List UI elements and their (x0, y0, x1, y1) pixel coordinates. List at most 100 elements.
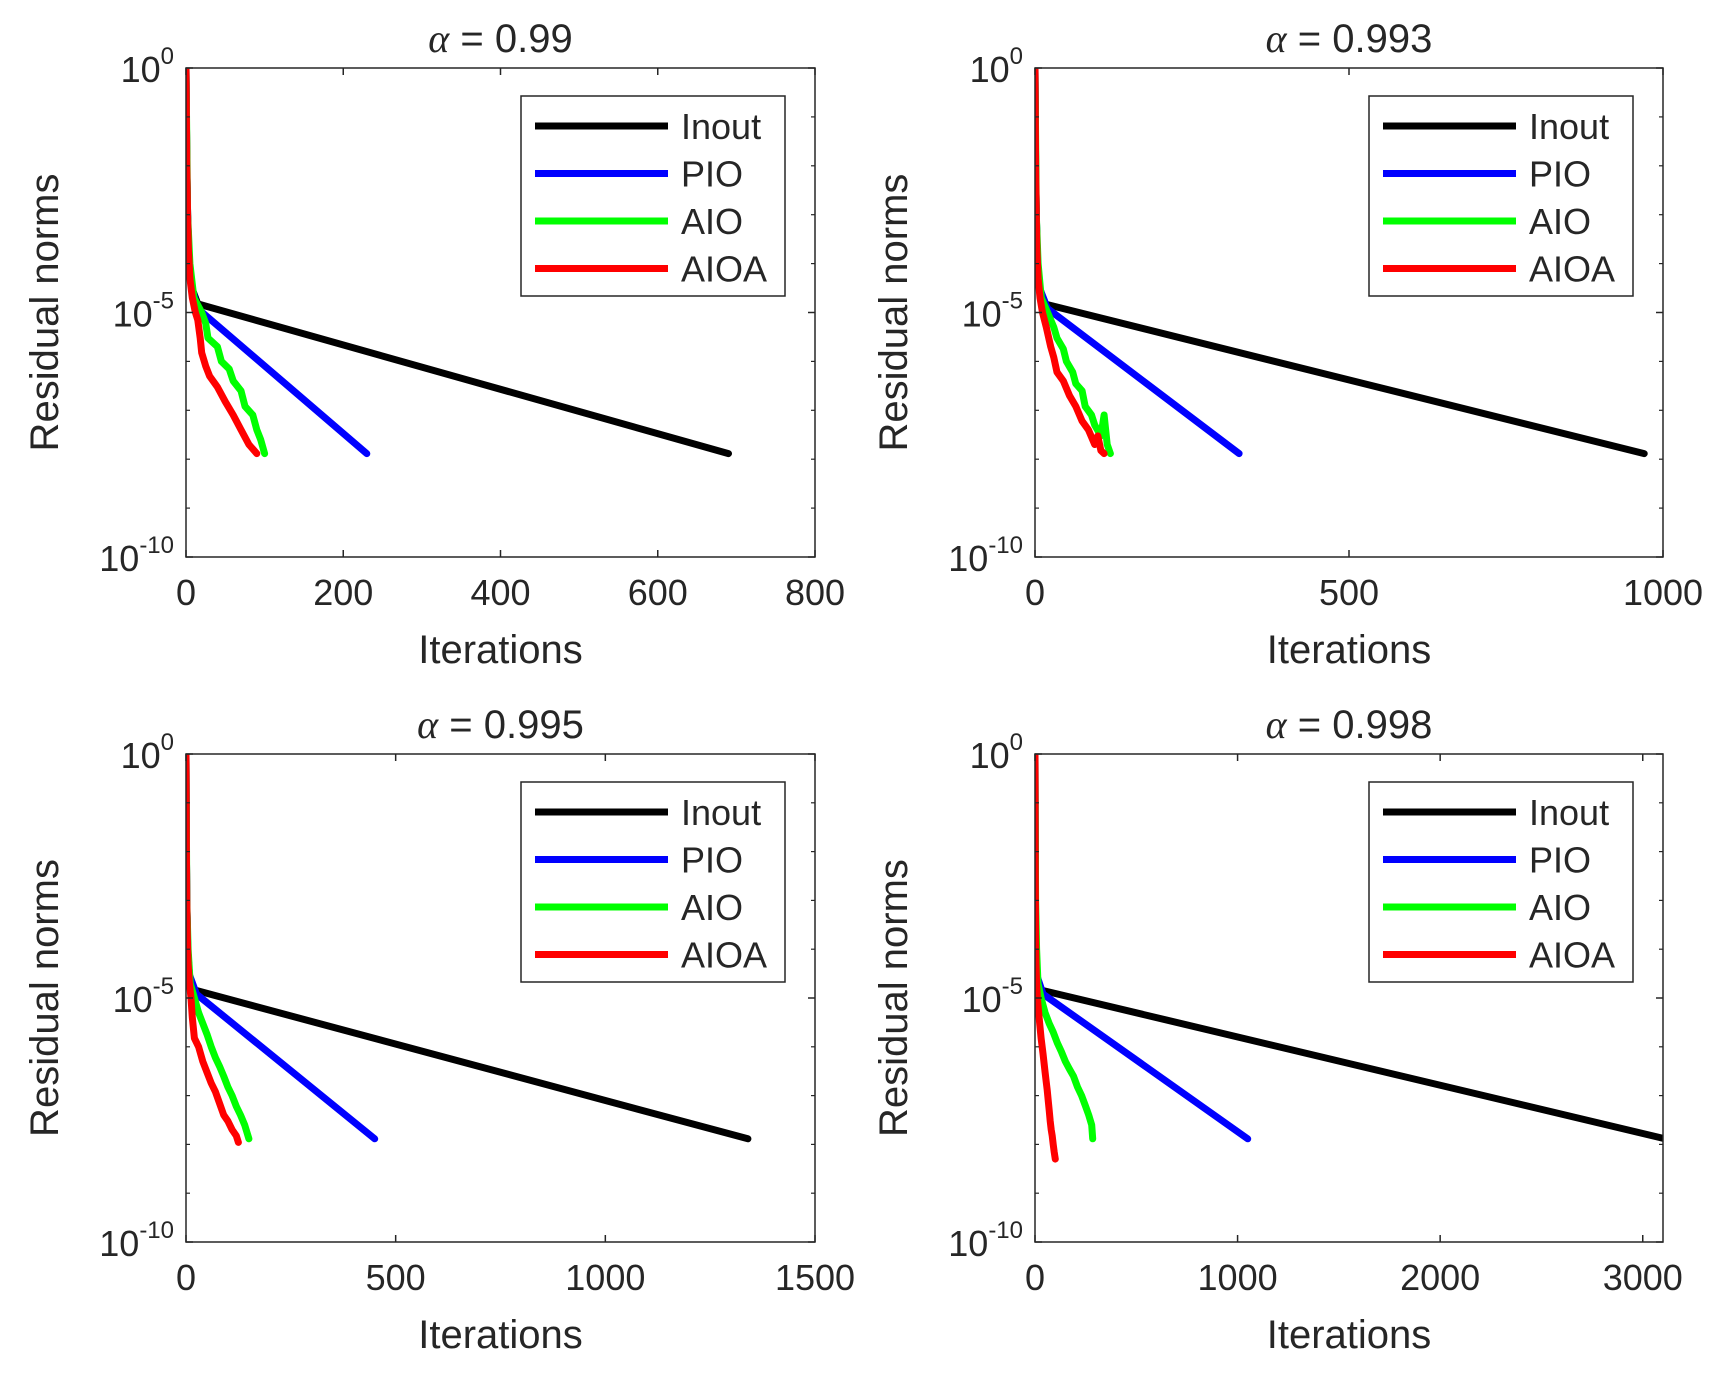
legend-label-inout: Inout (1529, 106, 1609, 147)
x-axis-label: Iterations (418, 1313, 583, 1357)
y-axis-label: Residual norms (872, 859, 916, 1137)
legend-label-pio: PIO (681, 840, 743, 881)
legend: Inout PIO AIO AIOA (520, 781, 786, 983)
y-tick-exponent: 0 (161, 729, 174, 756)
title-alpha-symbol: α (1266, 16, 1288, 61)
legend-label-inout: Inout (681, 106, 761, 147)
y-tick-base: 10 (948, 1223, 988, 1264)
legend: Inout PIO AIO AIOA (520, 95, 786, 297)
y-tick-exponent: 0 (161, 43, 174, 70)
y-tick-label: 10-5 (962, 288, 1023, 335)
y-tick-base: 10 (962, 294, 1002, 335)
y-tick-base: 10 (121, 735, 161, 776)
y-tick-base: 10 (113, 294, 153, 335)
x-tick-label: 800 (785, 572, 845, 613)
y-tick-exponent: -5 (153, 973, 174, 1000)
title-alpha-value: = 0.993 (1287, 17, 1433, 61)
y-tick-exponent: -10 (988, 532, 1023, 559)
legend-label-aio: AIO (1529, 201, 1591, 242)
y-tick-exponent: -5 (1002, 973, 1023, 1000)
x-tick-label: 0 (1025, 1257, 1045, 1298)
legend-label-aioa: AIOA (681, 249, 767, 290)
x-tick-label: 1500 (775, 1257, 855, 1298)
x-tick-label: 600 (628, 572, 688, 613)
chart-title: α = 0.993 (1266, 16, 1433, 61)
title-alpha-value: = 0.998 (1287, 703, 1433, 747)
y-tick-exponent: -10 (139, 532, 174, 559)
legend-label-inout: Inout (681, 792, 761, 833)
y-tick-label: 100 (970, 43, 1023, 90)
x-tick-label: 500 (366, 1257, 426, 1298)
legend-label-aio: AIO (1529, 887, 1591, 928)
x-tick-label: 2000 (1400, 1257, 1480, 1298)
legend-label-pio: PIO (1529, 840, 1591, 881)
y-tick-exponent: -5 (1002, 288, 1023, 315)
y-tick-label: 10-5 (113, 973, 174, 1020)
y-tick-label: 10-10 (948, 532, 1023, 579)
series-line-aioa (1035, 68, 1108, 458)
x-tick-label: 3000 (1603, 1257, 1683, 1298)
title-alpha-symbol: α (1266, 702, 1288, 747)
chart-panel-4: 0 1000 2000 300010010-510-10IterationsResid… (872, 702, 1683, 1357)
y-tick-exponent: -10 (139, 1217, 174, 1244)
chart-panel-3: 0 500 1000 150010010-510-10IterationsResidu… (23, 702, 855, 1357)
y-tick-base: 10 (970, 735, 1010, 776)
y-tick-base: 10 (970, 49, 1010, 90)
y-tick-label: 100 (121, 729, 174, 776)
y-tick-exponent: 0 (1010, 43, 1023, 70)
title-alpha-value: = 0.995 (438, 703, 584, 747)
y-tick-label: 10-10 (948, 1217, 1023, 1264)
legend-label-aio: AIO (681, 887, 743, 928)
y-tick-label: 100 (970, 729, 1023, 776)
y-tick-base: 10 (962, 979, 1002, 1020)
legend: Inout PIO AIO AIOA (1368, 95, 1634, 297)
y-tick-exponent: 0 (1010, 729, 1023, 756)
x-tick-label: 1000 (1198, 1257, 1278, 1298)
y-axis-label: Residual norms (23, 174, 67, 452)
chart-panel-1: 0 200 400 600 80010010-510-10IterationsResid… (23, 16, 845, 672)
x-tick-label: 0 (176, 572, 196, 613)
y-tick-exponent: -10 (988, 1217, 1023, 1244)
title-alpha-symbol: α (417, 702, 439, 747)
x-tick-label: 0 (176, 1257, 196, 1298)
y-tick-base: 10 (113, 979, 153, 1020)
title-alpha-value: = 0.99 (449, 17, 572, 61)
y-tick-label: 10-10 (99, 1217, 174, 1264)
y-axis-label: Residual norms (23, 859, 67, 1137)
chart-title: α = 0.995 (417, 702, 584, 747)
legend-label-pio: PIO (681, 154, 743, 195)
y-tick-base: 10 (99, 538, 139, 579)
legend-label-pio: PIO (1529, 154, 1591, 195)
y-tick-label: 10-10 (99, 532, 174, 579)
legend: Inout PIO AIO AIOA (1368, 781, 1634, 983)
chart-title: α = 0.998 (1266, 702, 1433, 747)
y-tick-base: 10 (99, 1223, 139, 1264)
x-tick-label: 1000 (1623, 572, 1703, 613)
legend-label-aioa: AIOA (1529, 935, 1615, 976)
title-alpha-symbol: α (428, 16, 450, 61)
legend-label-aioa: AIOA (1529, 249, 1615, 290)
x-tick-label: 1000 (565, 1257, 645, 1298)
x-tick-label: 200 (313, 572, 373, 613)
x-tick-label: 500 (1319, 572, 1379, 613)
x-axis-label: Iterations (418, 628, 583, 672)
series-line-aioa (186, 754, 242, 1146)
x-axis-label: Iterations (1267, 628, 1432, 672)
legend-label-aioa: AIOA (681, 935, 767, 976)
x-axis-label: Iterations (1267, 1313, 1432, 1357)
y-tick-label: 10-5 (113, 288, 174, 335)
x-tick-label: 0 (1025, 572, 1045, 613)
y-tick-label: 10-5 (962, 973, 1023, 1020)
y-tick-label: 100 (121, 43, 174, 90)
y-axis-label: Residual norms (872, 174, 916, 452)
x-tick-label: 400 (470, 572, 530, 613)
y-tick-base: 10 (948, 538, 988, 579)
y-tick-exponent: -5 (153, 288, 174, 315)
chart-title: α = 0.99 (428, 16, 572, 61)
series-line-aioa (186, 68, 261, 458)
y-tick-base: 10 (121, 49, 161, 90)
legend-label-aio: AIO (681, 201, 743, 242)
legend-label-inout: Inout (1529, 792, 1609, 833)
